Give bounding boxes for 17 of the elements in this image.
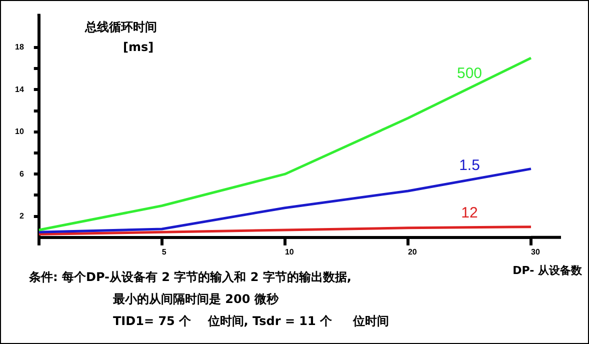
y-tick-label: 10 [14, 127, 24, 136]
x-tick-label: 30 [531, 247, 540, 256]
series-label: 12 [461, 204, 478, 222]
x-tick-label: 5 [162, 247, 167, 256]
y-axis-title: 总线循环时间 [ms] [84, 20, 157, 54]
y-tick-label: 18 [14, 42, 24, 52]
x-tick-label: 20 [408, 247, 418, 256]
series-label: 500 [456, 65, 482, 82]
text: 条件: 每个DP-从设备有 2 字节的输入和 2 字节的输出数据, [29, 269, 352, 286]
text: 最小的从间隔时间是 200 微秒 [113, 291, 278, 308]
series-label: 1.5 [459, 156, 480, 174]
text: TID1= 75 个 位时间, Tsdr = 11 个 位时间 [113, 313, 389, 330]
y-tick-label: 6 [19, 169, 24, 178]
x-tick-label: 10 [284, 247, 294, 256]
y-tick-label: 14 [14, 84, 24, 94]
y-tick-label: 2 [19, 212, 24, 220]
x-axis-title: DP- 从设备数 [512, 263, 582, 278]
